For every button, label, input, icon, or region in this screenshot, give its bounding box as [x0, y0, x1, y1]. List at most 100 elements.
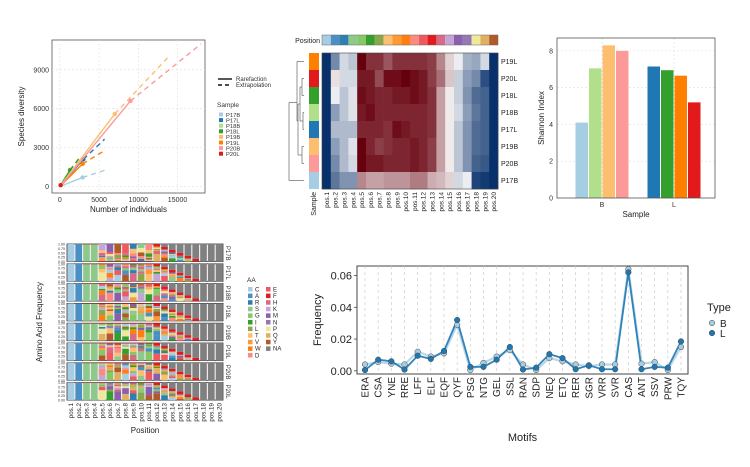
type-legend-key-B: [708, 319, 716, 327]
aa-stack-segment: [145, 346, 153, 349]
aa-stack-segment: [161, 368, 168, 370]
aa-stack-segment: [106, 252, 114, 255]
position-annotation-cell: [436, 35, 446, 45]
aa-stack-segment: [184, 263, 192, 276]
facet-y-tick-label: 0.75: [58, 366, 65, 370]
aa-stack-segment: [145, 312, 153, 317]
aa-stack-segment: [114, 310, 121, 314]
motif-label: LFF: [413, 377, 424, 395]
aa-stack-segment: [98, 349, 106, 356]
aa-stack-segment: [176, 335, 184, 337]
aa-stack-segment: [83, 382, 90, 384]
aa-stack-segment: [161, 382, 168, 386]
heatmap-cell: [427, 70, 437, 88]
facet-y-tick-label: 1.00: [58, 262, 65, 266]
aa-stack-segment: [153, 387, 160, 390]
position-label: pos.7: [115, 403, 122, 419]
aa-stack-segment: [208, 382, 215, 401]
heatmap-cell: [392, 87, 402, 105]
aa-stack-segment: [130, 265, 137, 267]
aa-stack-segment: [122, 325, 129, 327]
aa-stack-segment: [169, 293, 176, 294]
bar-P19L: [674, 75, 687, 198]
aa-stack-segment: [169, 298, 176, 302]
aa-stack-segment: [75, 343, 82, 361]
heatmap-cell: [322, 155, 332, 173]
aa-stack-segment: [153, 303, 160, 307]
heatmap-cell: [489, 87, 499, 105]
aa-legend-label: P: [273, 327, 277, 333]
heatmap-cell: [410, 121, 420, 139]
aa-stack-segment: [122, 384, 129, 387]
aa-stack-segment: [122, 330, 129, 337]
motif-point-L: [585, 362, 592, 369]
sample-legend-label: P18B: [226, 124, 240, 130]
facet-y-tick-label: 0.75: [58, 385, 65, 389]
aa-stack-segment: [137, 347, 145, 349]
aa-stack-segment: [145, 366, 153, 370]
aa-stack-segment: [176, 336, 184, 338]
aa-stack-segment: [153, 307, 160, 309]
aa-stack-segment: [67, 343, 75, 361]
heatmap-cell: [374, 155, 384, 173]
aa-stack-segment: [114, 362, 121, 364]
facet-y-tick-label: 0.50: [58, 370, 65, 374]
aa-frequency-chart: 0.000.250.500.751.00P17B0.000.250.500.75…: [35, 243, 281, 436]
heatmap-cell: [410, 104, 420, 122]
motif-frequency-chart: ERA CSA YNE RRE LFF ELF EQF QYF PSG NTG GEL SSL RAN S…: [312, 265, 731, 444]
aa-stack-segment: [137, 287, 145, 289]
aa-stack-segment: [153, 311, 160, 317]
aa-stack-segment: [145, 258, 153, 260]
aa-stack-segment: [130, 355, 137, 361]
aa-stack-segment: [169, 393, 176, 395]
aa-stack-segment: [130, 248, 137, 254]
heatmap-cell: [480, 172, 490, 190]
position-label: pos.19: [209, 403, 216, 422]
extrapolation-legend-label: Extrapolation: [236, 83, 271, 89]
aa-stack-segment: [114, 389, 121, 392]
aa-stack-segment: [169, 362, 176, 369]
aa-stack-segment: [169, 331, 176, 333]
aa-stack-segment: [145, 253, 153, 257]
position-label: pos.8: [123, 403, 130, 419]
aa-stack-segment: [145, 294, 153, 302]
type-legend-key-L: [708, 329, 716, 337]
heatmap-column-label: pos.9: [394, 192, 401, 208]
aa-stack-segment: [75, 323, 82, 341]
aa-stack-segment: [192, 278, 199, 282]
aa-stack-segment: [122, 383, 129, 384]
extrapolation-line-P19L: [82, 149, 106, 165]
aa-stack-segment: [153, 327, 160, 329]
heatmap-cell: [392, 104, 402, 122]
aa-stack-segment: [145, 266, 153, 270]
aa-stack-segment: [176, 374, 184, 376]
aa-stack-segment: [114, 391, 121, 401]
aa-stack-segment: [176, 371, 184, 375]
aa-stack-segment: [161, 258, 168, 262]
aa-stack-segment: [137, 303, 145, 304]
motif-label: ANT: [637, 377, 648, 397]
extrapolation-line-P17B: [82, 169, 105, 179]
aa-stack-segment: [161, 362, 168, 366]
heatmap-column-label: pos.10: [403, 192, 410, 212]
aa-stack-segment: [98, 306, 106, 310]
aa-stack-segment: [169, 303, 176, 310]
facet-panel: [66, 342, 224, 361]
aa-stack-segment: [98, 305, 106, 307]
sample-legend-label: P19L: [226, 141, 240, 147]
aa-stack-segment: [169, 353, 176, 356]
heatmap-cell: [418, 155, 428, 173]
heatmap-cell: [401, 104, 411, 122]
x-tick-label: L: [672, 202, 676, 209]
position-annotation-cell: [330, 35, 340, 45]
motif-point-L: [625, 269, 632, 276]
heatmap-cell: [410, 87, 420, 105]
aa-stack-segment: [75, 362, 82, 381]
heatmap-row-label: P17L: [501, 127, 517, 134]
heatmap-row-labels: P19L P20L P18L P18B P17L P19B P20B P17B: [501, 59, 518, 185]
facet-panel: [66, 263, 224, 282]
aa-stack-segment: [169, 323, 176, 330]
facet-strip-label: P17L: [224, 266, 230, 281]
heatmap-column-label: pos.2: [333, 192, 340, 208]
